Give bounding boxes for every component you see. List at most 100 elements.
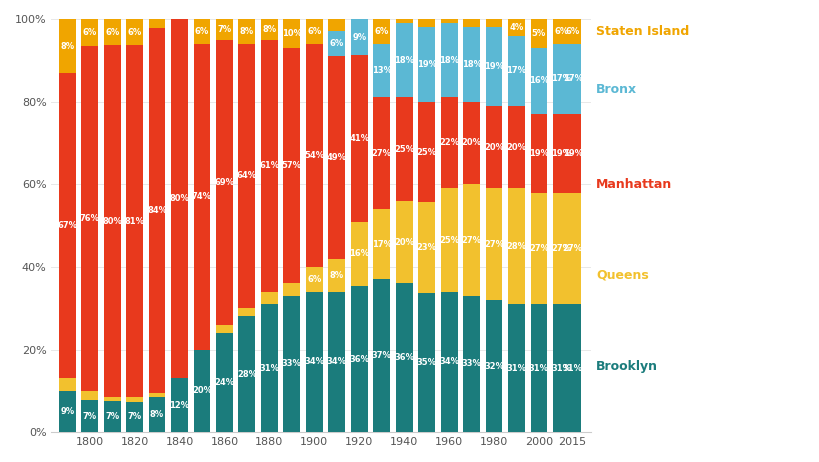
Bar xyxy=(485,300,502,432)
Bar xyxy=(463,184,479,296)
Text: 17%: 17% xyxy=(506,66,526,75)
Bar xyxy=(215,19,233,40)
Text: 6%: 6% xyxy=(83,28,97,37)
Bar xyxy=(126,19,143,45)
Text: 6%: 6% xyxy=(195,27,209,36)
Bar xyxy=(351,55,367,221)
Bar xyxy=(351,286,367,432)
Bar xyxy=(59,19,75,73)
Text: 17%: 17% xyxy=(550,74,571,84)
Text: Bronx: Bronx xyxy=(595,83,636,96)
Text: 19%: 19% xyxy=(550,149,571,158)
Text: 7%: 7% xyxy=(128,413,142,421)
Bar xyxy=(81,401,98,432)
Bar xyxy=(530,48,547,114)
Text: 33%: 33% xyxy=(461,359,481,369)
Text: 17%: 17% xyxy=(562,74,582,84)
Bar xyxy=(238,308,255,316)
Text: 10%: 10% xyxy=(282,29,301,38)
Text: 8%: 8% xyxy=(60,42,75,51)
Bar xyxy=(171,19,188,378)
Text: 16%: 16% xyxy=(349,249,369,258)
Bar xyxy=(552,19,569,44)
Bar xyxy=(283,283,300,296)
Bar xyxy=(328,31,345,56)
Text: 13%: 13% xyxy=(371,66,391,75)
Text: 84%: 84% xyxy=(147,206,167,215)
Bar xyxy=(463,102,479,184)
Text: 36%: 36% xyxy=(394,353,414,362)
Bar xyxy=(193,19,210,44)
Bar xyxy=(126,45,143,397)
Text: 18%: 18% xyxy=(394,56,414,65)
Text: 67%: 67% xyxy=(57,221,77,230)
Bar xyxy=(485,188,502,300)
Text: 6%: 6% xyxy=(127,28,142,36)
Text: 20%: 20% xyxy=(461,139,481,147)
Text: 6%: 6% xyxy=(554,27,568,36)
Bar xyxy=(530,193,547,304)
Bar xyxy=(103,401,120,432)
Bar xyxy=(193,350,210,432)
Bar xyxy=(215,40,233,325)
Text: 22%: 22% xyxy=(438,139,459,147)
Text: 34%: 34% xyxy=(326,358,346,366)
Bar xyxy=(305,19,323,44)
Bar xyxy=(81,19,98,46)
Bar xyxy=(508,188,524,304)
Text: 57%: 57% xyxy=(282,161,301,170)
Text: 20%: 20% xyxy=(394,237,414,247)
Bar xyxy=(238,19,255,44)
Text: 8%: 8% xyxy=(150,410,164,419)
Bar xyxy=(103,45,120,397)
Text: 41%: 41% xyxy=(349,134,369,143)
Bar xyxy=(260,292,278,304)
Bar xyxy=(563,304,581,432)
Text: 31%: 31% xyxy=(259,364,279,372)
Bar xyxy=(351,19,367,55)
Bar xyxy=(440,19,457,23)
Text: 8%: 8% xyxy=(240,27,254,36)
Text: 7%: 7% xyxy=(217,25,231,34)
Text: 12%: 12% xyxy=(170,401,189,410)
Text: 76%: 76% xyxy=(79,214,100,223)
Text: 27%: 27% xyxy=(371,149,391,158)
Bar xyxy=(563,193,581,304)
Text: 54%: 54% xyxy=(304,151,324,160)
Text: 7%: 7% xyxy=(105,412,119,421)
Text: 27%: 27% xyxy=(461,236,481,244)
Text: 61%: 61% xyxy=(259,161,279,170)
Bar xyxy=(440,23,457,97)
Text: 19%: 19% xyxy=(483,62,504,71)
Bar xyxy=(103,19,120,45)
Bar xyxy=(552,193,569,304)
Text: 34%: 34% xyxy=(438,358,459,366)
Bar xyxy=(305,44,323,267)
Bar xyxy=(238,44,255,308)
Bar xyxy=(328,259,345,292)
Text: 6%: 6% xyxy=(329,39,343,49)
Text: 31%: 31% xyxy=(506,364,526,372)
Bar xyxy=(418,19,435,27)
Text: 5%: 5% xyxy=(532,29,545,38)
Text: 36%: 36% xyxy=(349,355,369,364)
Bar xyxy=(351,221,367,286)
Text: 74%: 74% xyxy=(192,192,212,201)
Text: 20%: 20% xyxy=(483,143,504,152)
Text: 31%: 31% xyxy=(550,364,571,372)
Bar xyxy=(328,19,345,31)
Bar xyxy=(81,46,98,391)
Bar xyxy=(563,44,581,114)
Text: 80%: 80% xyxy=(170,194,189,203)
Text: 18%: 18% xyxy=(461,60,481,69)
Text: Staten Island: Staten Island xyxy=(595,25,689,38)
Text: 25%: 25% xyxy=(438,236,459,244)
Bar xyxy=(530,304,547,432)
Text: 6%: 6% xyxy=(307,275,321,284)
Text: 8%: 8% xyxy=(329,271,343,280)
Bar xyxy=(148,28,165,393)
Text: 6%: 6% xyxy=(307,27,321,36)
Bar xyxy=(260,40,278,292)
Text: 8%: 8% xyxy=(262,25,276,34)
Text: 80%: 80% xyxy=(102,217,122,225)
